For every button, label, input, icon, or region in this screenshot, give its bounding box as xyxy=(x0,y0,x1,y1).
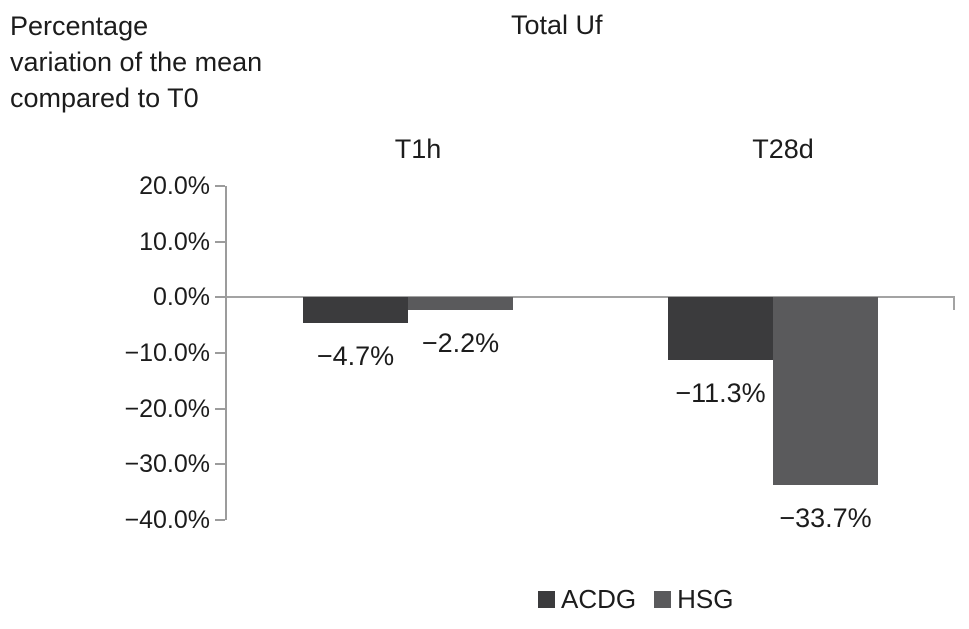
y-tick-label: 10.0% xyxy=(139,227,210,256)
y-axis-title: Percentage variation of the mean compare… xyxy=(10,11,263,113)
bar-acdg-t1h xyxy=(303,297,408,324)
legend: ACDG HSG xyxy=(538,584,733,615)
bar-value-label: −4.7% xyxy=(316,341,395,372)
y-tick-label: −20.0% xyxy=(124,394,211,423)
y-tick-label: 20.0% xyxy=(139,172,210,200)
category-label-t1h: T1h xyxy=(394,134,442,164)
y-tick-label: −10.0% xyxy=(124,339,211,367)
legend-label: ACDG xyxy=(561,584,637,614)
axis-end-tick xyxy=(953,297,955,311)
legend-item-hsg: HSG xyxy=(654,584,733,615)
y-tick-mark xyxy=(215,519,225,521)
y-axis-line xyxy=(225,186,227,520)
bar-acdg-t28d xyxy=(668,297,773,361)
bar-value-label: −11.3% xyxy=(675,378,766,409)
legend-swatch-icon xyxy=(538,591,555,608)
bar-value-label: −2.2% xyxy=(421,327,500,358)
legend-item-acdg: ACDG xyxy=(538,584,636,615)
y-tick-label: −40.0% xyxy=(124,506,211,534)
chart-title: Total Uf xyxy=(511,10,603,40)
bar-hsg-t28d xyxy=(773,297,878,485)
bar-value-label: −33.7% xyxy=(779,502,872,533)
y-tick-mark xyxy=(215,463,225,466)
y-tick-label: 0.0% xyxy=(153,283,210,312)
y-tick-mark xyxy=(215,352,225,354)
y-tick-mark xyxy=(215,240,225,243)
y-tick-mark xyxy=(215,185,225,187)
legend-label: HSG xyxy=(677,584,734,614)
y-tick-mark xyxy=(215,296,225,299)
zero-baseline xyxy=(227,296,955,299)
legend-swatch-icon xyxy=(654,591,672,608)
y-tick-label: −30.0% xyxy=(124,450,211,479)
category-label-t28d: T28d xyxy=(752,134,814,164)
y-tick-mark xyxy=(215,407,225,410)
bar-hsg-t1h xyxy=(408,297,513,310)
